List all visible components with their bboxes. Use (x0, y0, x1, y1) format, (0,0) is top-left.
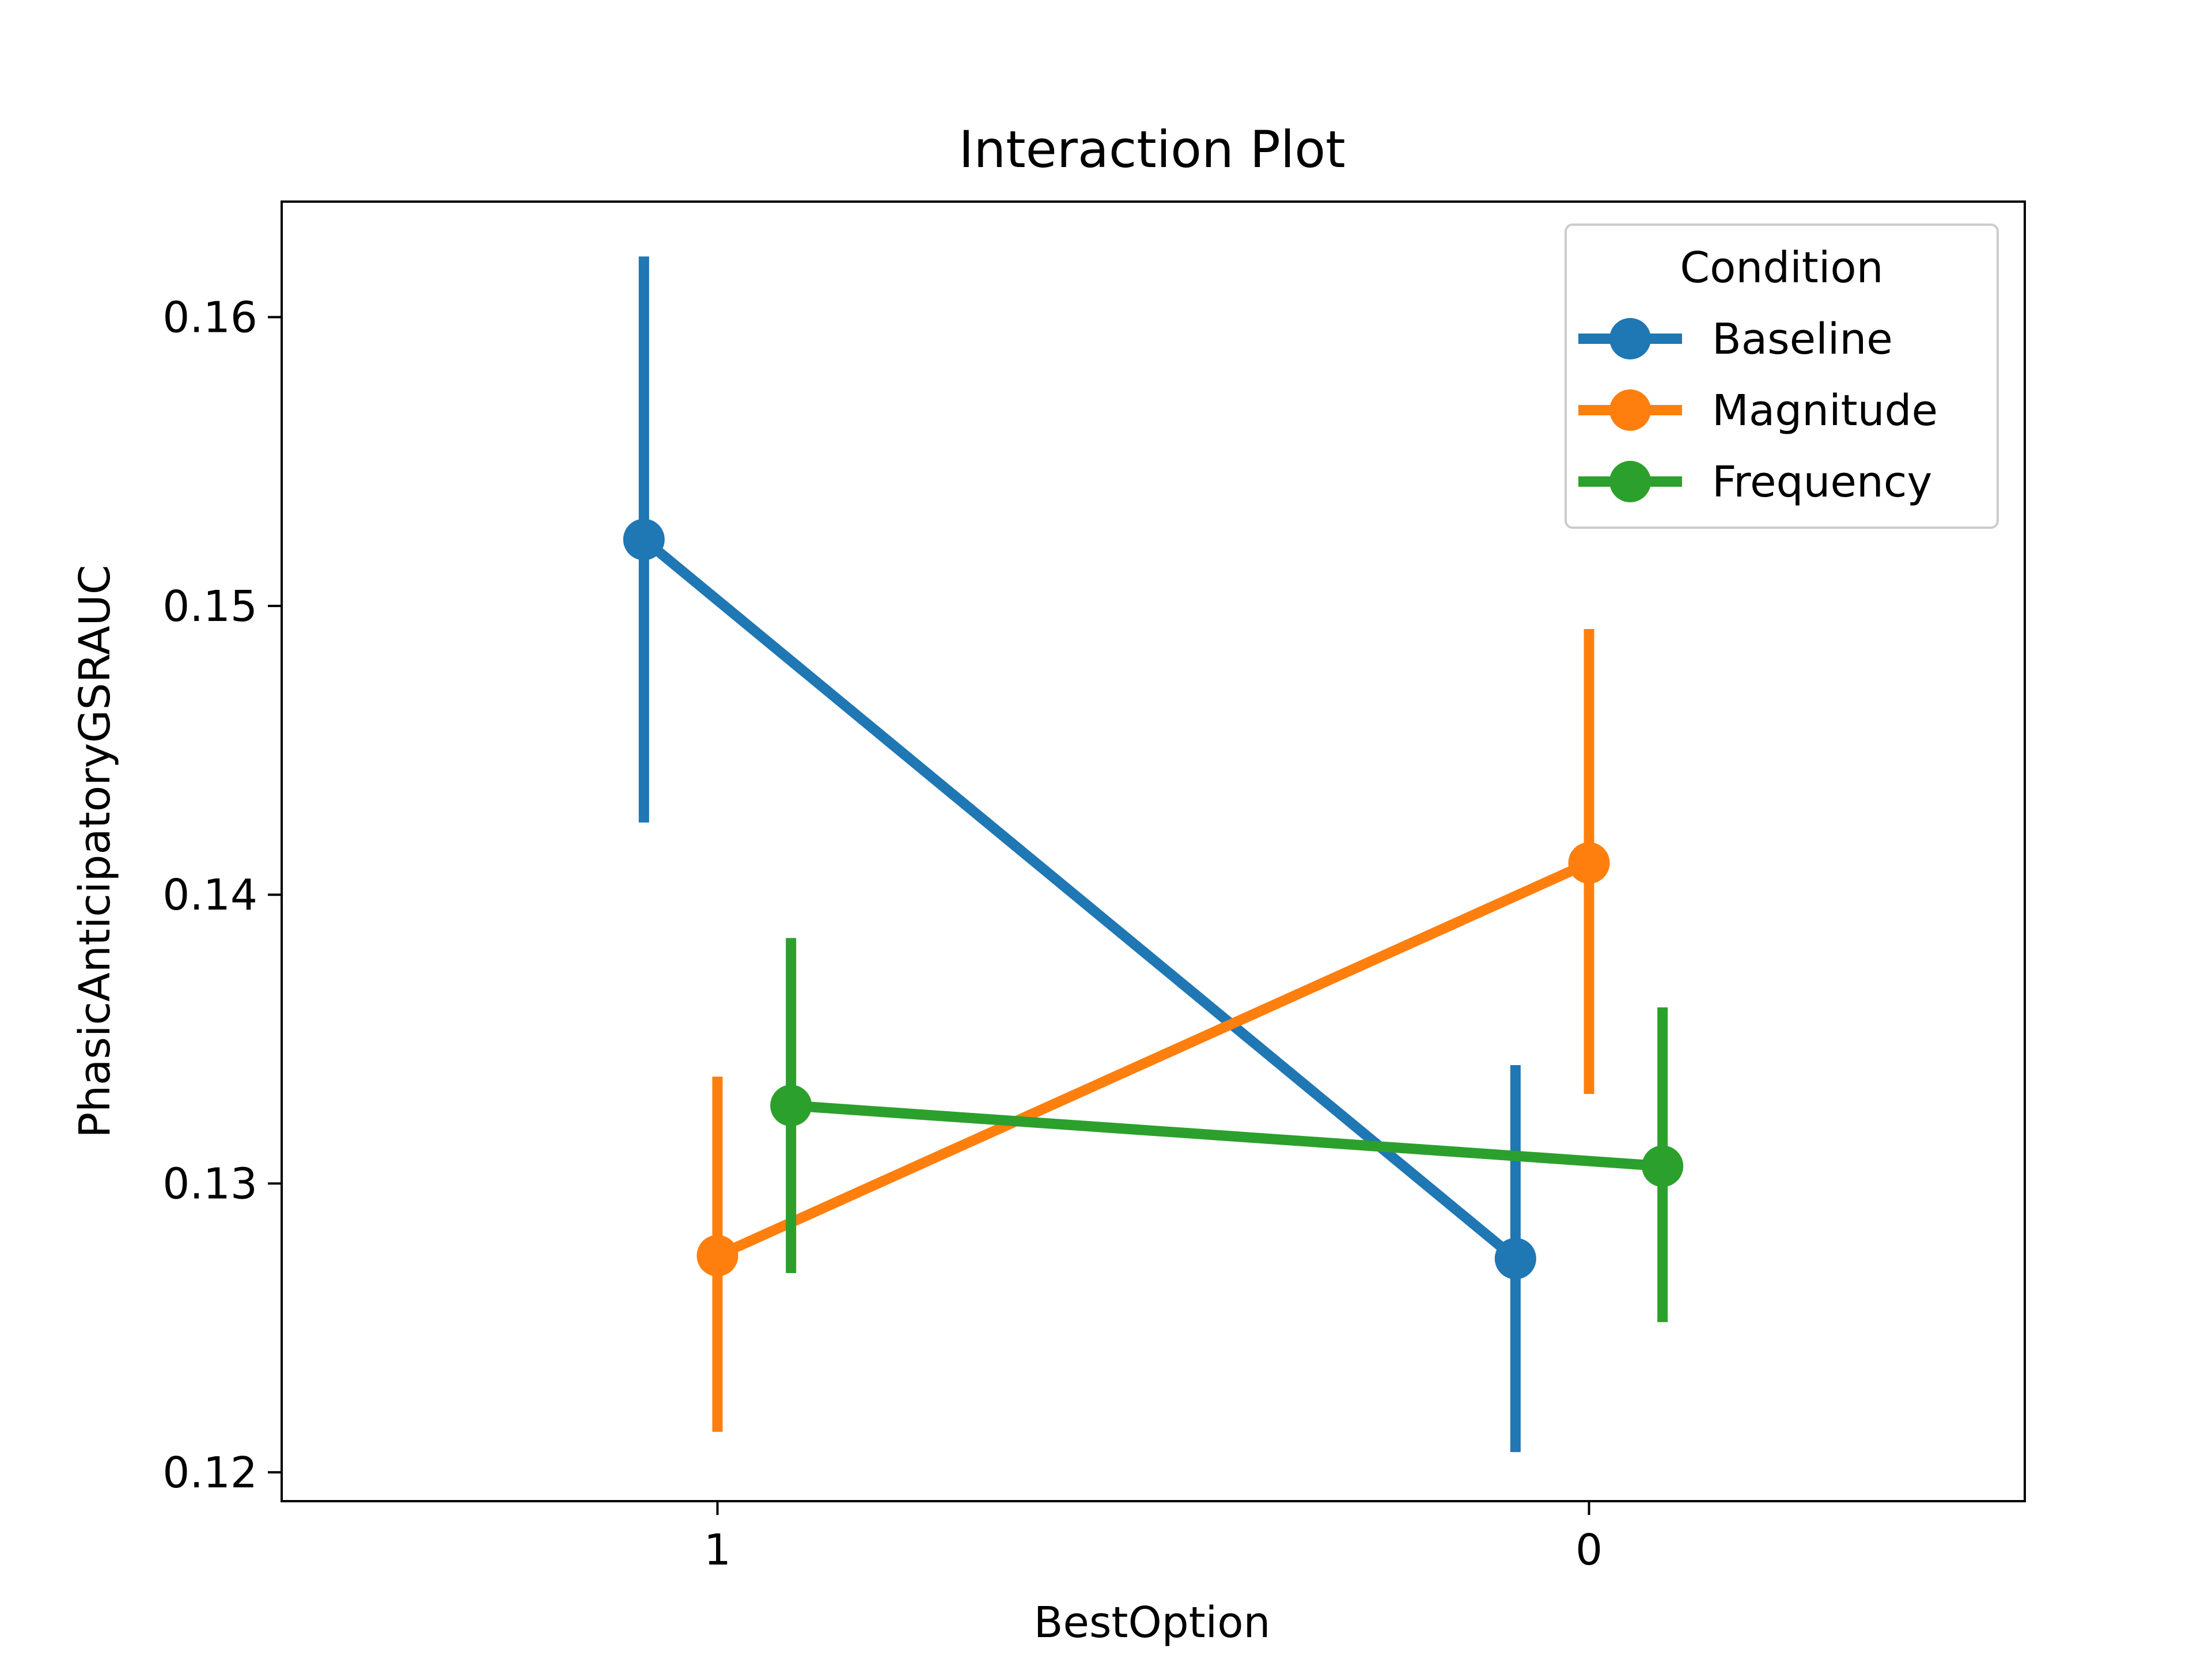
legend-entries: Baseline Magnitude Frequency (1578, 315, 1938, 507)
data-point (623, 518, 665, 560)
axes-frame (281, 200, 2026, 1502)
series-magnitude (696, 628, 1610, 1432)
legend-swatch-marker (1609, 461, 1651, 502)
series-baseline (623, 256, 1536, 1452)
legend-entry-baseline: Baseline (1578, 315, 1893, 364)
legend-box (1565, 224, 1999, 529)
chart-title: Interaction Plot (959, 120, 1345, 179)
data-point (696, 1234, 738, 1277)
x-axis-label: BestOption (1034, 1598, 1271, 1647)
y-tick-label: 0.14 (162, 870, 257, 920)
series-line (641, 535, 1519, 1263)
y-tick-label: 0.13 (162, 1160, 257, 1209)
legend: Condition Baseline Magnitude Frequency (1565, 224, 1999, 529)
y-axis: 0.12 0.13 0.14 0.15 0.16 (162, 293, 282, 1498)
series-frequency (770, 938, 1684, 1323)
legend-label: Magnitude (1712, 386, 1938, 435)
legend-title: Condition (1680, 243, 1883, 293)
y-axis-label: PhasicAnticipatoryGSRAUC (70, 565, 120, 1138)
data-point (770, 1085, 812, 1127)
data-point (1642, 1145, 1684, 1187)
legend-swatch-marker (1609, 389, 1651, 431)
legend-label: Frequency (1712, 457, 1932, 507)
x-tick-label: 0 (1575, 1525, 1603, 1575)
y-tick-label: 0.12 (162, 1448, 257, 1498)
y-tick-label: 0.15 (162, 582, 257, 631)
x-tick-label: 1 (704, 1525, 731, 1575)
legend-entry-magnitude: Magnitude (1578, 386, 1938, 435)
y-tick-label: 0.16 (162, 293, 257, 343)
data-point (1494, 1237, 1536, 1279)
legend-entry-frequency: Frequency (1578, 457, 1932, 507)
series-line (790, 1100, 1663, 1172)
plot-area (623, 256, 1684, 1452)
series-line (715, 858, 1592, 1261)
data-point (1568, 842, 1610, 884)
legend-swatch-marker (1609, 318, 1651, 359)
legend-label: Baseline (1712, 315, 1893, 364)
